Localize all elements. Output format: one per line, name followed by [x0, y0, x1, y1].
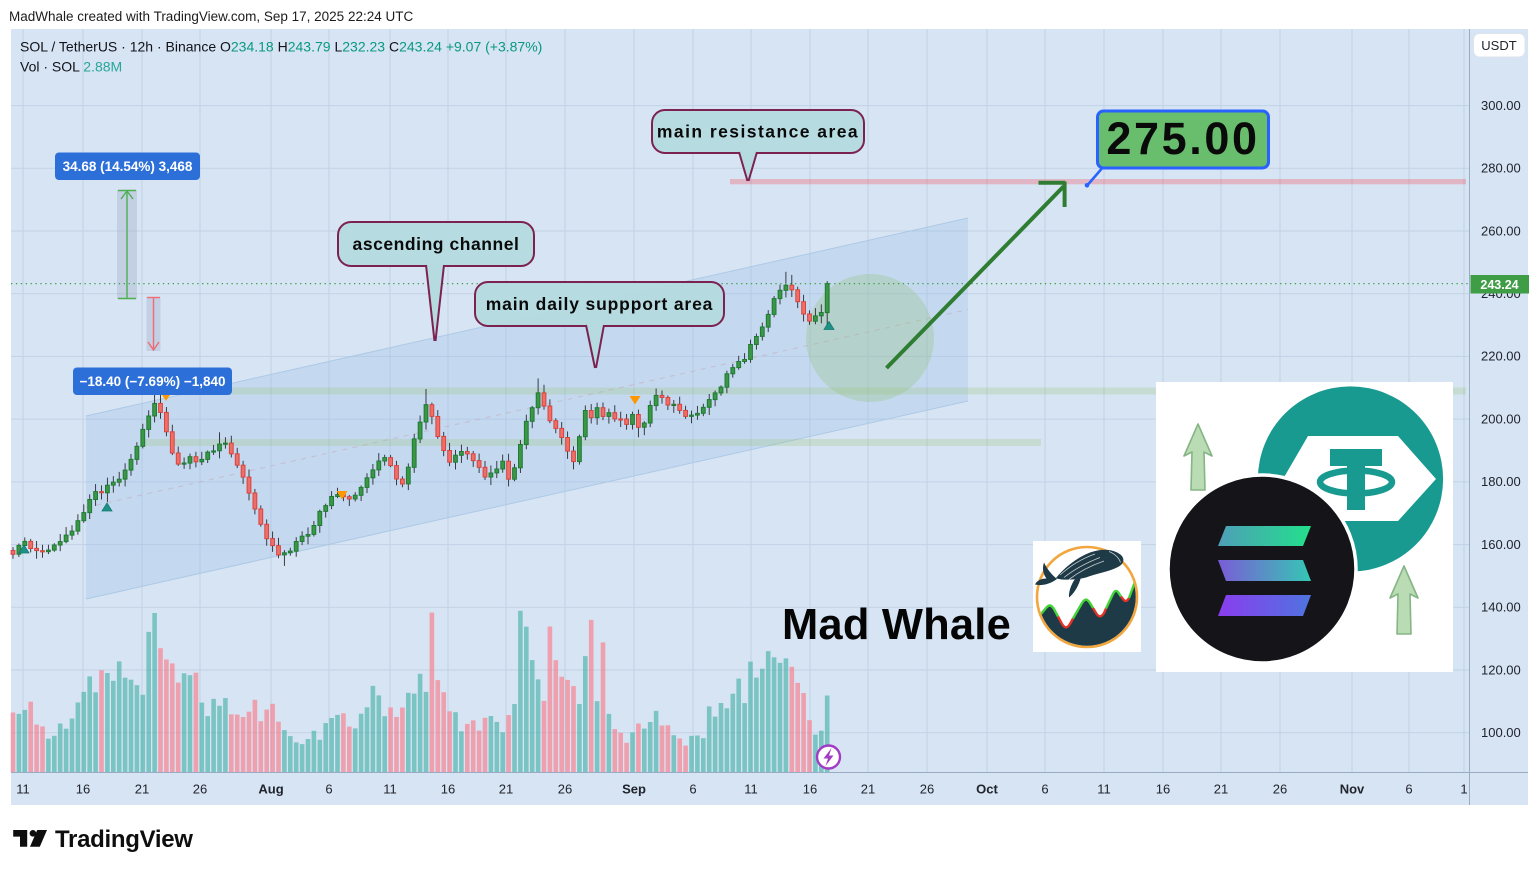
svg-text:MadWhale created with TradingV: MadWhale created with TradingView.com, S…	[9, 9, 413, 24]
svg-text:main daily suppport area: main daily suppport area	[486, 294, 714, 314]
svg-text:Nov: Nov	[1340, 782, 1365, 797]
svg-text:ascending channel: ascending channel	[353, 234, 520, 254]
svg-text:6: 6	[1405, 782, 1412, 797]
svg-text:11: 11	[16, 782, 30, 797]
svg-text:−18.40 (−7.69%) −1,840: −18.40 (−7.69%) −1,840	[80, 374, 226, 389]
svg-text:Aug: Aug	[258, 782, 283, 797]
svg-text:21: 21	[499, 782, 513, 797]
svg-text:Vol · SOL 2.88M: Vol · SOL 2.88M	[20, 59, 122, 75]
svg-text:260.00: 260.00	[1481, 223, 1521, 238]
svg-text:280.00: 280.00	[1481, 161, 1521, 176]
svg-text:Sep: Sep	[622, 782, 646, 797]
svg-text:26: 26	[1273, 782, 1287, 797]
svg-text:26: 26	[558, 782, 572, 797]
svg-text:Oct: Oct	[976, 782, 998, 797]
svg-text:140.00: 140.00	[1481, 600, 1521, 615]
svg-text:243.24: 243.24	[1480, 278, 1518, 292]
svg-text:6: 6	[1041, 782, 1048, 797]
svg-text:main resistance area: main resistance area	[657, 122, 859, 142]
svg-text:21: 21	[1214, 782, 1228, 797]
svg-text:220.00: 220.00	[1481, 349, 1521, 364]
svg-text:1: 1	[1460, 782, 1467, 797]
svg-text:11: 11	[1097, 782, 1111, 797]
svg-text:21: 21	[135, 782, 149, 797]
svg-text:26: 26	[193, 782, 207, 797]
svg-text:16: 16	[441, 782, 455, 797]
svg-text:300.00: 300.00	[1481, 98, 1521, 113]
svg-text:16: 16	[1156, 782, 1170, 797]
svg-text:21: 21	[861, 782, 875, 797]
svg-text:100.00: 100.00	[1481, 725, 1521, 740]
svg-text:11: 11	[744, 782, 758, 797]
svg-text:USDT: USDT	[1481, 38, 1516, 53]
svg-text:275.00: 275.00	[1106, 113, 1259, 164]
svg-text:Mad Whale: Mad Whale	[782, 601, 1011, 649]
svg-text:6: 6	[325, 782, 332, 797]
svg-text:120.00: 120.00	[1481, 662, 1521, 677]
svg-text:200.00: 200.00	[1481, 411, 1521, 426]
svg-text:6: 6	[689, 782, 696, 797]
svg-text:11: 11	[383, 782, 397, 797]
svg-text:34.68 (14.54%) 3,468: 34.68 (14.54%) 3,468	[63, 159, 193, 174]
svg-text:16: 16	[803, 782, 817, 797]
svg-text:TradingView: TradingView	[55, 826, 193, 853]
svg-text:180.00: 180.00	[1481, 474, 1521, 489]
svg-text:26: 26	[920, 782, 934, 797]
svg-text:SOL / TetherUS · 12h · Binance: SOL / TetherUS · 12h · Binance O234.18 H…	[20, 39, 542, 55]
svg-text:16: 16	[76, 782, 90, 797]
svg-text:160.00: 160.00	[1481, 537, 1521, 552]
